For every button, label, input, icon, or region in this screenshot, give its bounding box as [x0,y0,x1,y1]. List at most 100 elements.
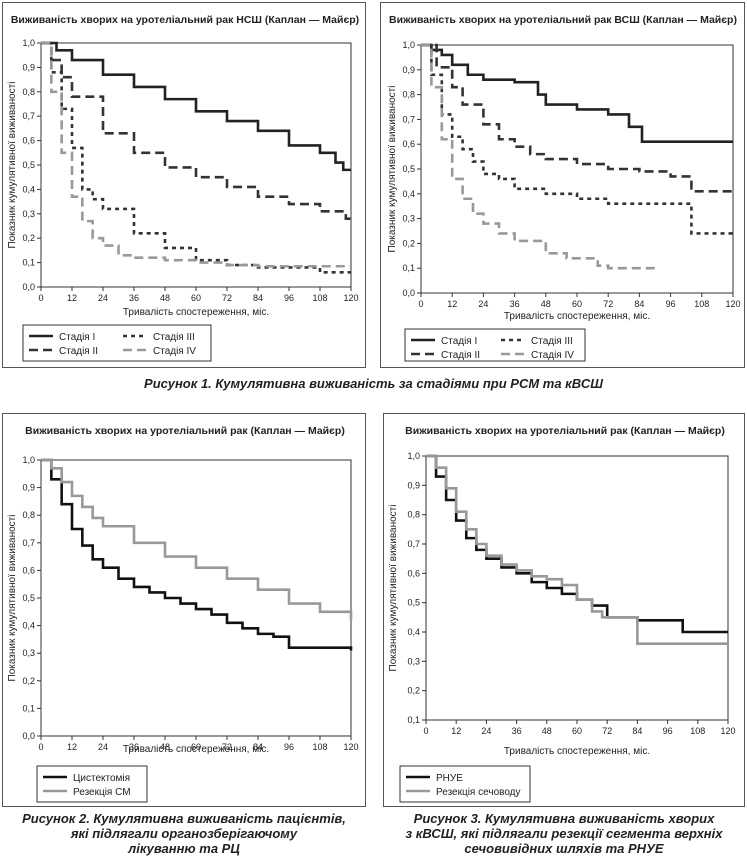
y-tick-label: 0,8 [22,510,35,520]
chart-panel-ruhue: Виживаність хворих на уротеліальний рак … [383,413,745,807]
y-tick-label: 0,9 [407,480,420,490]
legend-label-2: Резекція сечоводу [436,787,521,798]
y-tick-label: 0,2 [22,233,35,243]
x-tick-label: 24 [478,299,488,309]
y-tick-label: 0,7 [22,538,35,548]
x-tick-label: 0 [423,726,428,736]
y-tick-label: 0,6 [402,139,415,149]
chart-panel-organ: Виживаність хворих на уротеліальний рак … [2,413,366,807]
caption-fig3-line2: з кВСШ, які підлягали резекції сегмента … [405,826,723,841]
x-axis-label: Тривалість спостереження, міс. [504,746,650,757]
y-tick-label: 0,5 [22,160,35,170]
y-tick-label: 0,8 [22,87,35,97]
x-tick-label: 84 [253,742,263,752]
legend-label-2: Стадія ІІ [59,346,98,357]
series-line-3 [41,41,351,274]
x-tick-label: 24 [98,293,108,303]
chart-panel-vssh: Виживаність хворих на уротеліальний рак … [380,2,745,368]
caption-fig1: Рисунок 1. Кумулятивна виживаність за ст… [144,376,603,391]
x-tick-label: 36 [129,742,139,752]
x-tick-label: 48 [160,742,170,752]
x-tick-label: 84 [632,726,642,736]
x-tick-label: 36 [510,299,520,309]
legend-box [22,324,212,362]
legend-box [36,765,148,803]
chart-svg-nssh: Виживаність хворих на уротеліальний рак … [7,14,359,362]
y-tick-label: 0,3 [402,214,415,224]
x-axis-label: Тривалість спостереження, міс. [123,307,269,318]
legend-label-2: Стадія ІІ [441,350,480,361]
plot-frame [420,44,734,294]
series-line-3 [421,43,733,235]
y-tick-label: 0,8 [402,90,415,100]
x-tick-label: 60 [572,726,582,736]
x-tick-label: 0 [38,293,43,303]
y-tick-label: 1,0 [402,40,415,50]
x-tick-label: 108 [694,299,709,309]
legend-label-3: Стадія ІІІ [153,332,195,343]
x-tick-label: 48 [541,299,551,309]
y-tick-label: 0,3 [407,656,420,666]
y-tick-label: 0,4 [22,621,35,631]
plot-frame [40,459,352,737]
chart-title: Виживаність хворих на уротеліальний рак … [389,14,737,26]
x-tick-label: 48 [542,726,552,736]
y-tick-label: 0,8 [407,510,420,520]
y-tick-label: 0,4 [407,627,420,637]
x-tick-label: 96 [663,726,673,736]
y-tick-label: 0,6 [407,568,420,578]
chart-svg-ruhue: Виживаність хворих на уротеліальний рак … [388,425,736,803]
legend-box [399,765,531,803]
legend-box [404,328,586,362]
y-tick-label: 0,1 [22,258,35,268]
chart-title: Виживаність хворих на уротеліальний рак … [25,425,345,437]
y-tick-label: 0,1 [402,263,415,273]
y-tick-label: 1,0 [407,451,420,461]
y-axis-label: Показник кумулятивної виживаності [388,505,399,672]
caption-fig3-line3: сечовивідних шляхів та РНУЕ [464,841,664,856]
x-tick-label: 60 [191,742,201,752]
x-tick-label: 0 [38,742,43,752]
y-axis-label: Показник кумулятивної виживаності [7,515,18,682]
y-tick-label: 0,6 [22,565,35,575]
legend-label-2: Резекція СМ [73,787,131,798]
series-line-2 [421,43,733,193]
series-line-2 [41,458,353,621]
caption-fig2-line3: лікуванню та РЦ [128,841,240,856]
x-tick-label: 36 [129,293,139,303]
y-tick-label: 0,0 [22,282,35,292]
x-tick-label: 60 [191,293,201,303]
x-tick-label: 72 [602,726,612,736]
chart-svg-organ: Виживаність хворих на уротеліальний рак … [7,425,359,803]
x-tick-label: 72 [222,742,232,752]
series-line-2 [426,454,728,646]
legend-label-3: Стадія ІІІ [531,336,573,347]
y-tick-label: 0,1 [407,715,420,725]
y-tick-label: 0,3 [22,209,35,219]
y-tick-label: 0,5 [402,164,415,174]
y-tick-label: 0,4 [22,184,35,194]
x-tick-label: 0 [418,299,423,309]
y-tick-label: 0,5 [22,593,35,603]
x-tick-label: 96 [284,742,294,752]
series-line-4 [421,43,655,270]
x-tick-label: 72 [603,299,613,309]
x-tick-label: 72 [222,293,232,303]
chart-svg-vssh: Виживаність хворих на уротеліальний рак … [387,14,741,362]
legend-label-4: Стадія IV [531,350,574,361]
x-tick-label: 12 [451,726,461,736]
series-line-4 [41,41,351,268]
x-tick-label: 48 [160,293,170,303]
x-tick-label: 12 [67,293,77,303]
series-line-1 [41,458,353,651]
y-tick-label: 0,7 [22,111,35,121]
legend-label-1: Стадія І [59,332,95,343]
series-line-1 [426,454,728,634]
x-tick-label: 24 [98,742,108,752]
y-tick-label: 0,4 [402,189,415,199]
series-line-1 [41,41,351,172]
y-tick-label: 0,9 [402,65,415,75]
legend-label-4: Стадія IV [153,346,196,357]
y-tick-label: 0,2 [402,238,415,248]
caption-fig3-line1: Рисунок 3. Кумулятивна виживаність хвори… [413,811,715,826]
